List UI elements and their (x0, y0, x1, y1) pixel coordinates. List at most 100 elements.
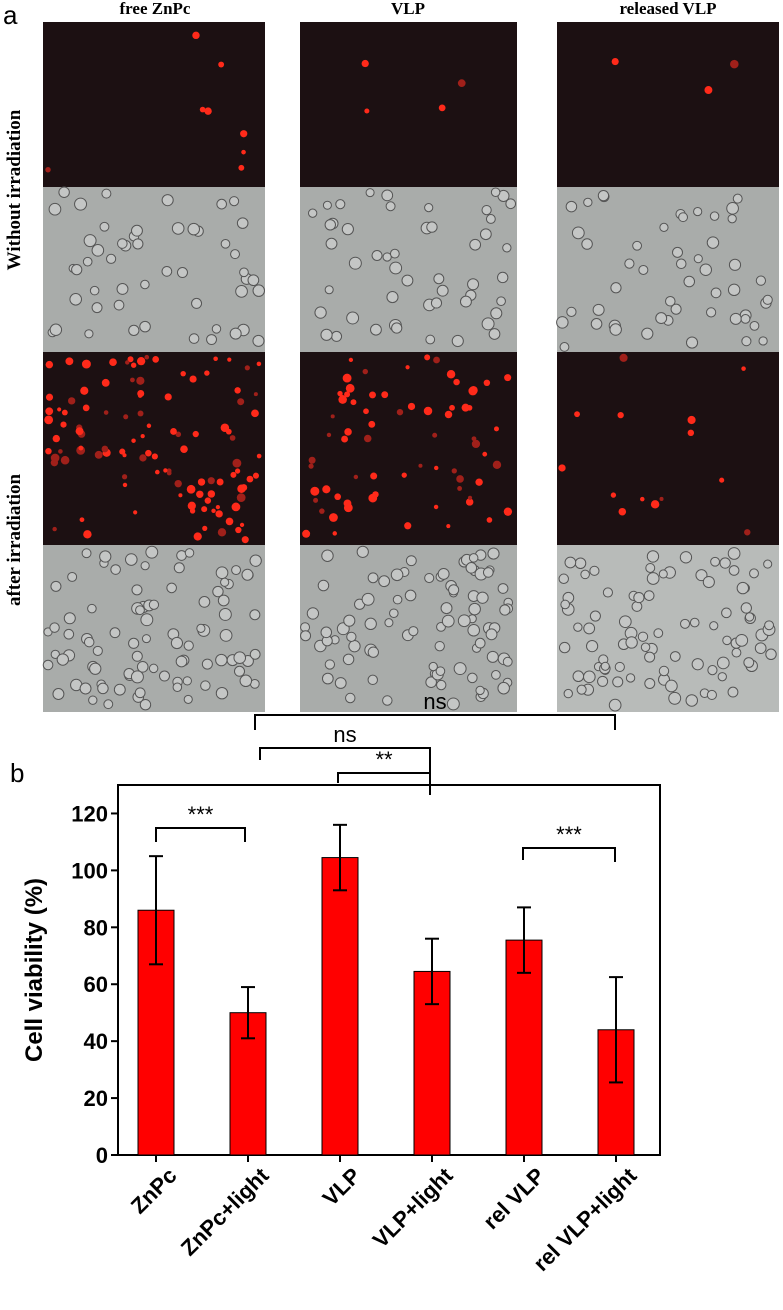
red-cell (640, 496, 645, 502)
cell (82, 256, 93, 267)
fluorescence-image (557, 352, 779, 545)
cell (655, 312, 668, 325)
cell (695, 569, 708, 582)
red-cell (574, 411, 580, 418)
red-cell (225, 517, 234, 526)
red-cell (217, 528, 227, 537)
red-cell (319, 508, 325, 514)
cell (385, 201, 396, 212)
cell (583, 670, 596, 684)
cell (183, 640, 194, 651)
cell (49, 622, 60, 633)
cell (341, 223, 354, 236)
cell (643, 590, 655, 601)
cell (91, 302, 103, 314)
cell (361, 592, 375, 606)
cell (425, 676, 437, 688)
cell (453, 662, 467, 676)
cell (141, 634, 151, 644)
red-cell (344, 428, 352, 436)
cell (706, 236, 720, 249)
cell (710, 287, 722, 299)
cell (749, 320, 760, 331)
micrographs (42, 22, 779, 712)
red-cell (405, 365, 410, 370)
cell (389, 608, 399, 619)
cell (558, 641, 571, 654)
cell (573, 622, 583, 632)
red-cell (229, 435, 236, 441)
red-cell (204, 370, 210, 376)
red-cell (342, 373, 352, 383)
cell (320, 328, 333, 341)
red-cell (486, 517, 493, 523)
red-cell (139, 454, 147, 462)
cell (348, 256, 362, 270)
cell (233, 665, 246, 677)
cell (762, 294, 773, 305)
cell (467, 623, 481, 637)
cell (592, 303, 605, 316)
cell (139, 699, 152, 711)
red-cell (503, 507, 513, 516)
cell (161, 266, 173, 277)
cell (597, 675, 609, 687)
column-title: VLP (391, 0, 425, 18)
cell (365, 188, 375, 198)
red-cell (350, 399, 357, 406)
red-cell (45, 407, 54, 416)
cell (702, 575, 715, 589)
red-cell (79, 517, 85, 523)
bar (505, 939, 543, 1156)
red-cell (239, 522, 245, 528)
cell (678, 212, 688, 223)
cell (436, 284, 449, 297)
cell (625, 673, 636, 683)
red-cell (196, 490, 204, 499)
cell (564, 556, 577, 569)
cell (101, 188, 112, 199)
cell (658, 569, 668, 579)
red-cell (322, 485, 331, 494)
red-cell (310, 486, 320, 496)
cell (487, 547, 500, 560)
red-cell (619, 353, 628, 362)
cell (600, 661, 610, 671)
cell (386, 291, 399, 304)
cell (136, 661, 149, 673)
red-cell (618, 507, 627, 516)
red-cell (617, 411, 624, 419)
cell (744, 612, 755, 622)
cell (665, 679, 678, 693)
cell (117, 238, 128, 249)
red-cell (180, 445, 188, 453)
red-cell (704, 86, 713, 95)
red-cell (234, 468, 241, 474)
red-cell (52, 434, 60, 443)
cell (490, 307, 503, 320)
red-cell (368, 493, 378, 503)
cell (665, 295, 676, 307)
red-cell (343, 499, 352, 508)
cell (128, 637, 140, 649)
cell (699, 263, 713, 276)
error-bar (333, 823, 347, 892)
red-cell (687, 415, 696, 425)
plot-frame (117, 784, 661, 1156)
cell (187, 222, 201, 236)
cell (249, 648, 261, 660)
cell (230, 249, 240, 260)
cell (252, 284, 266, 297)
cell (638, 264, 649, 275)
red-cell (468, 386, 478, 396)
y-tick-label: 80 (84, 915, 108, 940)
cell (631, 601, 643, 612)
red-cell (369, 391, 376, 399)
red-cell (401, 472, 407, 478)
cell (206, 334, 218, 346)
cell (719, 557, 731, 569)
cell (645, 563, 656, 573)
cell (331, 330, 343, 342)
cell (135, 605, 145, 616)
cell (235, 285, 248, 298)
